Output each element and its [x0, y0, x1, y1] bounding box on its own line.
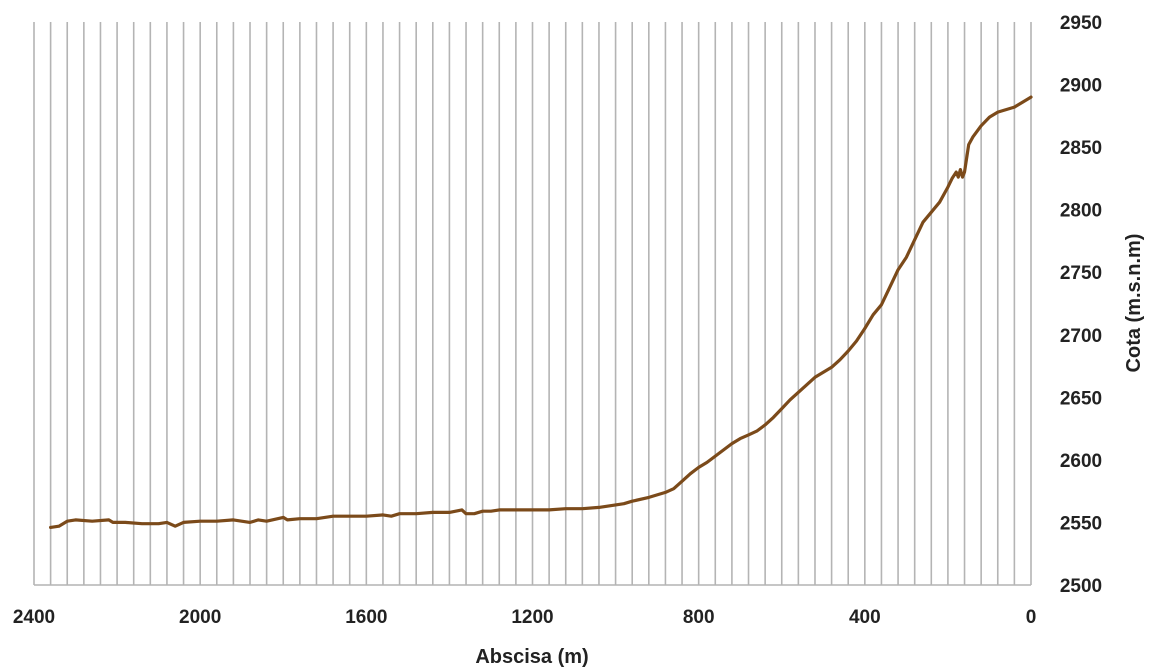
y-tick-label: 2800	[1060, 201, 1102, 222]
x-axis-title: Abscisa (m)	[475, 646, 588, 668]
series-layer	[48, 95, 1033, 530]
elevation-profile-line	[48, 95, 1033, 530]
y-tick-label: 2550	[1060, 513, 1102, 534]
x-tick-label: 1200	[511, 607, 553, 628]
y-tick-label: 2700	[1060, 326, 1102, 347]
y-tick-label: 2600	[1060, 451, 1102, 472]
y-tick-label: 2850	[1060, 138, 1102, 159]
y-tick-label: 2650	[1060, 388, 1102, 409]
x-tick-label: 800	[683, 607, 715, 628]
y-tick-label: 2750	[1060, 263, 1102, 284]
y-axis-tick-labels: 2500 2550 2600 2650 2700 2750 2800 2850 2900 2950	[1060, 13, 1102, 597]
x-axis-tick-labels: 2400 2000 1600 1200 800 400 0	[13, 607, 1036, 628]
x-tick-label: 400	[849, 607, 881, 628]
x-tick-label: 1600	[345, 607, 387, 628]
y-axis-title: Cota (m.s.n.m)	[1123, 234, 1145, 373]
y-tick-label: 2500	[1060, 576, 1102, 597]
x-tick-label: 2000	[179, 607, 221, 628]
y-tick-label: 2950	[1060, 13, 1102, 34]
x-tick-label: 2400	[13, 607, 55, 628]
y-tick-label: 2900	[1060, 76, 1102, 97]
x-tick-label: 0	[1026, 607, 1037, 628]
